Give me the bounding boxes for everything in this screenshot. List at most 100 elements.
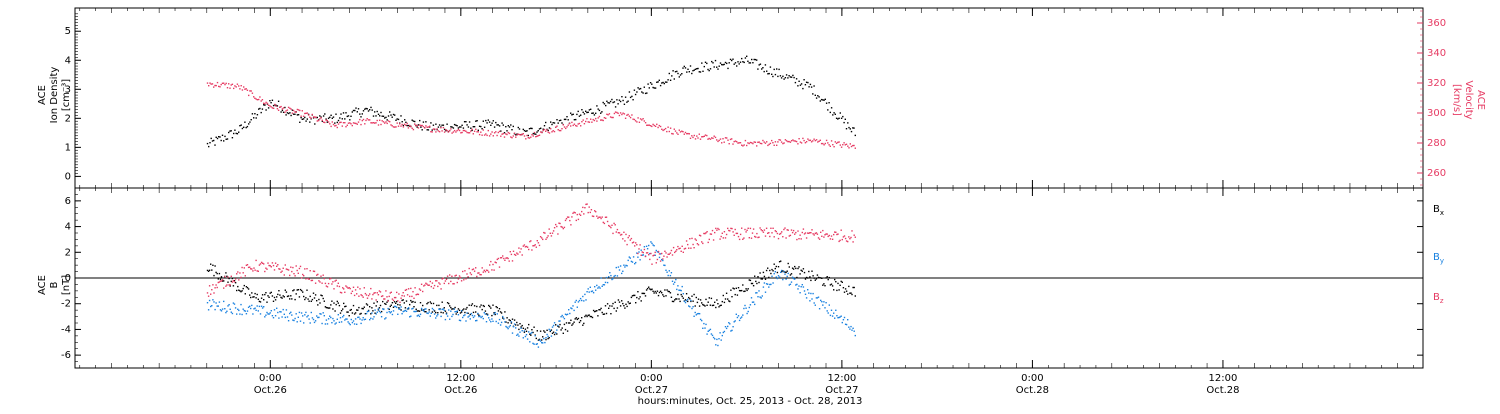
top-point [218, 136, 220, 138]
top-point [324, 113, 326, 115]
bottom-point [638, 251, 640, 253]
top-point [498, 130, 501, 133]
bottom-point [206, 292, 209, 294]
top-point [441, 124, 443, 126]
top-point [496, 124, 498, 126]
top-point [427, 126, 430, 128]
bottom-point [811, 270, 813, 272]
bottom-point [507, 257, 509, 260]
top-point [744, 139, 747, 142]
top-point [255, 98, 257, 100]
bottom-point [748, 306, 750, 309]
top-point [608, 102, 611, 104]
bottom-point [798, 266, 800, 268]
top-point [361, 113, 363, 115]
top-point [699, 71, 702, 73]
top-point [753, 141, 755, 143]
top-point [581, 121, 583, 123]
top-point [658, 79, 660, 81]
top-point [849, 128, 851, 130]
top-point [797, 143, 799, 145]
top-point [727, 67, 729, 70]
bottom-point [719, 304, 721, 307]
bottom-point [612, 277, 614, 280]
bottom-point [536, 240, 538, 242]
bottom-point [323, 300, 325, 302]
bottom-point [308, 278, 310, 280]
bottom-point [531, 329, 533, 331]
bottom-point [792, 229, 795, 232]
bottom-point [539, 330, 542, 332]
top-point [590, 118, 592, 120]
top-point [230, 130, 232, 132]
bottom-point [393, 305, 396, 308]
bottom-point [430, 312, 432, 314]
top-point [807, 81, 809, 84]
top-point [717, 68, 719, 70]
bottom-point [833, 312, 835, 314]
top-point [337, 119, 340, 122]
bottom-point [546, 333, 548, 336]
bottom-point [606, 220, 609, 223]
top-point [684, 67, 687, 69]
top-point [465, 130, 467, 132]
bottom-point [791, 267, 794, 269]
top-point [412, 128, 415, 131]
top-point [321, 120, 323, 122]
bottom-point [492, 304, 494, 306]
bottom-point [360, 312, 362, 315]
top-point [352, 122, 355, 124]
x-tick-time: 0:00 [640, 373, 662, 384]
bottom-series-Bz [206, 203, 856, 303]
bottom-point [373, 292, 375, 294]
bottom-point [303, 295, 305, 298]
top-point [359, 118, 361, 121]
bottom-point [762, 286, 765, 288]
bottom-point [481, 267, 483, 269]
bottom-point [796, 238, 798, 241]
bottom-point [472, 311, 475, 314]
bottom-point [733, 321, 735, 323]
top-point [453, 123, 456, 126]
top-point [226, 87, 229, 89]
bottom-point [502, 317, 504, 319]
bottom-point [731, 227, 733, 230]
top-point [472, 133, 474, 135]
top-point [438, 131, 441, 133]
bottom-point [491, 269, 493, 271]
bottom-point [560, 329, 562, 331]
bottom-point [642, 292, 644, 295]
top-point [788, 75, 790, 77]
top-point [297, 109, 300, 111]
top-point [818, 96, 820, 98]
top-point [315, 116, 317, 119]
bottom-point [525, 245, 528, 248]
bottom-point [277, 264, 279, 266]
bottom-point [565, 322, 568, 324]
bottom-point [800, 238, 802, 240]
bottom-point [548, 328, 550, 331]
bottom-point [689, 238, 691, 240]
bottom-point [300, 312, 303, 314]
top-point [305, 120, 307, 122]
bottom-point [604, 281, 607, 284]
bottom-point [852, 286, 854, 289]
top-point [683, 65, 685, 68]
bottom-point [283, 274, 285, 276]
bottom-point [576, 306, 578, 308]
bottom-point [850, 236, 852, 239]
bottom-point [367, 310, 370, 312]
bottom-point [523, 331, 526, 333]
top-point [225, 138, 227, 140]
bottom-point [353, 323, 356, 325]
bottom-point [415, 308, 417, 310]
bottom-point [276, 307, 278, 309]
top-point [761, 142, 763, 145]
top-point [280, 111, 282, 113]
bottom-point [305, 311, 307, 314]
bottom-point [752, 301, 755, 303]
top-point [653, 87, 655, 89]
bottom-point [566, 330, 569, 332]
top-point [799, 141, 802, 143]
top-point [385, 116, 387, 119]
